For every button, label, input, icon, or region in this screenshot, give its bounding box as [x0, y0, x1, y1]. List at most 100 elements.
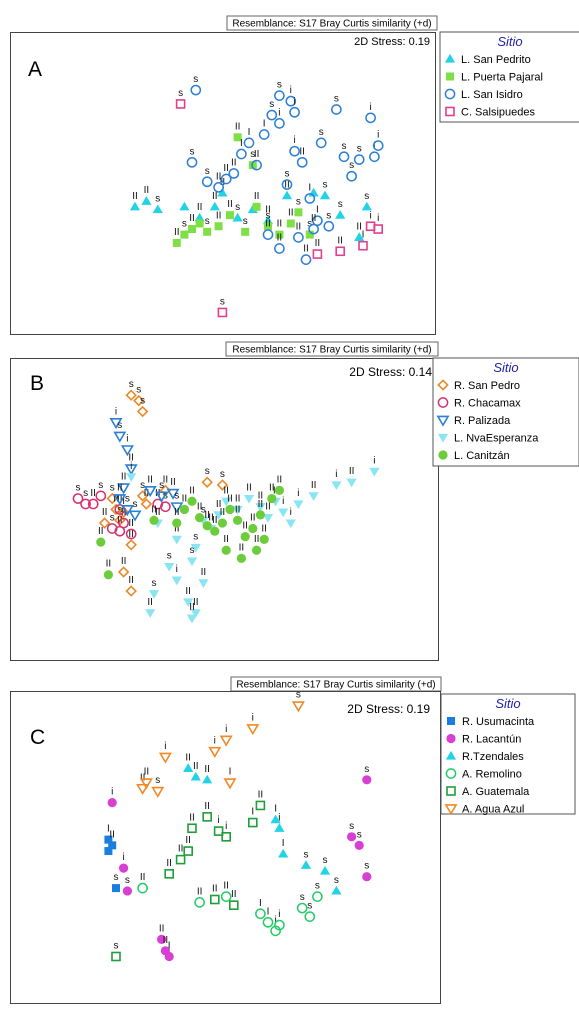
data-point	[209, 201, 220, 211]
data-point	[201, 176, 213, 188]
point-label: s	[277, 80, 282, 91]
point-label: s	[163, 491, 168, 502]
point-label: s	[334, 875, 339, 886]
point-label: II	[239, 542, 245, 553]
point-label: I	[263, 119, 266, 130]
point-label: II	[216, 499, 222, 510]
data-point	[136, 490, 149, 502]
point-label: s	[152, 578, 157, 589]
point-label: s	[83, 488, 88, 499]
data-point	[152, 204, 163, 214]
data-point	[170, 502, 184, 514]
data-point	[188, 225, 196, 234]
series-r-usumacinta: iIIIs	[104, 824, 120, 893]
data-point	[106, 523, 118, 534]
data-point	[108, 841, 117, 850]
data-point	[323, 220, 335, 232]
data-point	[172, 518, 182, 528]
data-point	[331, 481, 342, 491]
data-point	[278, 508, 289, 518]
point-label: II	[189, 812, 195, 823]
plot-frame	[10, 358, 439, 661]
point-label: II	[265, 219, 271, 230]
point-label: II	[159, 923, 165, 934]
point-label: s	[159, 480, 164, 491]
point-label: i	[369, 210, 371, 221]
data-point	[226, 211, 234, 220]
data-point	[223, 778, 237, 790]
point-label: s	[114, 941, 119, 952]
point-label: s	[178, 88, 183, 99]
legend-entry: L. San Isidro	[461, 89, 523, 101]
point-label: II	[163, 474, 169, 485]
legend-marker	[445, 106, 455, 117]
point-label: i	[130, 461, 132, 472]
point-label: II	[109, 829, 115, 840]
point-label: s	[323, 855, 328, 866]
point-label: i	[126, 434, 128, 445]
data-point	[213, 511, 224, 520]
data-point	[221, 497, 232, 507]
legend-marker	[447, 717, 455, 725]
legend-title: Sitio	[495, 696, 520, 711]
point-label: s	[319, 127, 324, 138]
data-point	[129, 201, 141, 211]
data-point	[164, 869, 174, 879]
data-point	[117, 566, 130, 578]
legend-marker	[437, 379, 449, 391]
point-label: II	[197, 202, 203, 213]
point-label: s	[304, 849, 309, 860]
point-label: s	[364, 764, 369, 775]
data-point	[293, 232, 304, 243]
point-label: i	[373, 141, 375, 152]
point-label: II	[144, 488, 150, 499]
plot-frame	[10, 691, 441, 1004]
point-label: s	[133, 499, 138, 510]
data-point	[233, 515, 243, 525]
point-label: i	[369, 102, 371, 113]
data-point	[362, 872, 372, 882]
point-label: i	[297, 488, 299, 499]
data-point	[95, 490, 107, 502]
data-point	[198, 579, 209, 588]
point-label: s	[307, 901, 312, 912]
point-label: s	[307, 219, 312, 230]
data-point	[248, 817, 258, 828]
data-point	[274, 919, 285, 931]
point-label: s	[364, 191, 369, 202]
data-point	[220, 891, 232, 903]
data-point	[190, 771, 201, 781]
point-label: II	[261, 523, 267, 534]
point-label: i	[278, 107, 280, 118]
point-label: s	[174, 491, 179, 502]
point-label: II	[258, 499, 264, 510]
point-label: i	[225, 724, 227, 735]
data-point	[117, 506, 130, 518]
point-label: II	[106, 559, 112, 570]
point-label: i	[122, 852, 124, 863]
data-point	[262, 229, 274, 240]
data-point	[266, 109, 278, 121]
data-point	[122, 886, 132, 896]
point-label: II	[220, 507, 226, 518]
point-label: i	[335, 469, 337, 480]
data-point	[194, 897, 205, 908]
point-label: s	[349, 160, 354, 171]
point-label: I	[362, 230, 365, 241]
data-point	[346, 170, 357, 182]
point-label: i	[282, 496, 284, 507]
point-label: II	[223, 163, 229, 174]
data-point	[255, 908, 266, 920]
point-label: II	[102, 507, 108, 518]
data-point	[365, 221, 376, 232]
point-label: II	[296, 221, 302, 232]
point-label: s	[315, 881, 320, 892]
point-label: II	[182, 493, 188, 504]
point-label: II	[254, 191, 260, 202]
data-point	[274, 243, 285, 254]
legend-marker	[446, 733, 456, 744]
data-point	[148, 590, 160, 599]
point-label: II	[212, 515, 218, 526]
